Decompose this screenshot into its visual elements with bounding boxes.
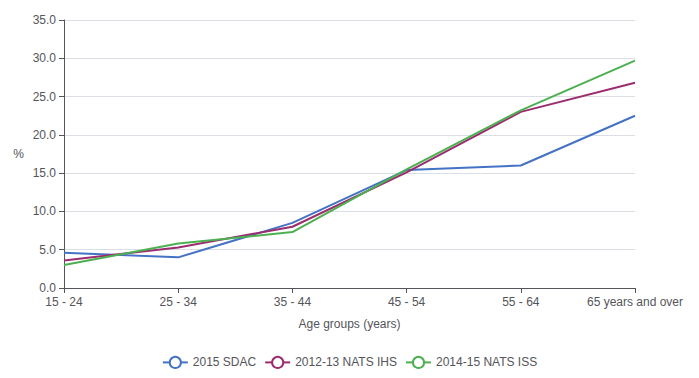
svg-text:Age groups (years): Age groups (years) [298,317,400,331]
svg-text:2012-13 NATS IHS: 2012-13 NATS IHS [295,355,397,369]
svg-text:2015 SDAC: 2015 SDAC [193,355,257,369]
svg-text:45 - 54: 45 - 54 [388,295,426,309]
svg-text:20.0: 20.0 [33,128,57,142]
svg-text:15.0: 15.0 [33,166,57,180]
svg-text:10.0: 10.0 [33,204,57,218]
svg-text:30.0: 30.0 [33,51,57,65]
svg-text:35.0: 35.0 [33,13,57,27]
svg-text:55 - 64: 55 - 64 [502,295,540,309]
svg-text:2014-15 NATS ISS: 2014-15 NATS ISS [436,355,537,369]
svg-text:25.0: 25.0 [33,90,57,104]
svg-text:%: % [13,147,24,161]
svg-text:0.0: 0.0 [39,281,56,295]
svg-text:25 - 34: 25 - 34 [160,295,198,309]
svg-text:15 - 24: 15 - 24 [45,295,83,309]
svg-text:35 - 44: 35 - 44 [274,295,312,309]
svg-text:5.0: 5.0 [39,243,56,257]
svg-text:65 years and over: 65 years and over [587,295,683,309]
